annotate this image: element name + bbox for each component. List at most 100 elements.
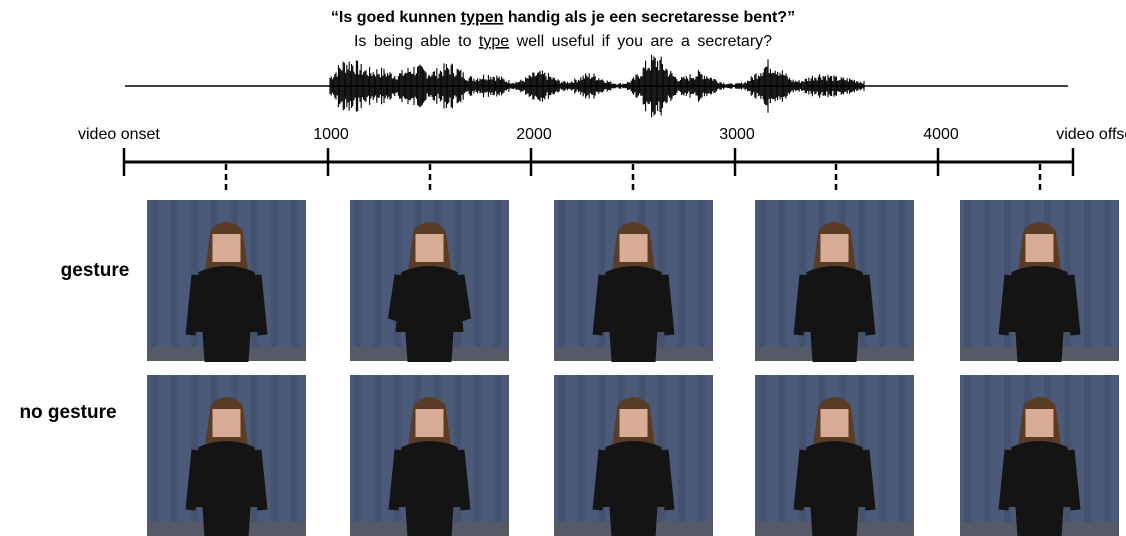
curtain-fold (151, 375, 158, 536)
curtain-fold (964, 375, 971, 536)
face-mask (820, 234, 849, 262)
curtain-fold (291, 375, 298, 536)
curtain-fold (374, 200, 381, 361)
video-frame (147, 200, 306, 362)
curtain-fold (879, 200, 886, 361)
timeline: video onset 1000 2000 3000 4000 video offset (78, 126, 1126, 194)
arms (185, 274, 268, 336)
timeline-label: 4000 (923, 126, 959, 143)
text-underlined: typen (461, 9, 504, 26)
curtain-fold (354, 200, 361, 361)
curtain-fold (759, 200, 766, 361)
video-frame (554, 375, 713, 536)
arms (592, 274, 675, 336)
face-mask (619, 234, 648, 262)
curtain-fold (354, 375, 361, 536)
arms (998, 449, 1081, 511)
video-frame (755, 375, 914, 536)
body (192, 266, 261, 362)
curtain-fold (1104, 200, 1111, 361)
arms (998, 274, 1081, 336)
text: Is being able to (354, 33, 479, 50)
curtain-fold (779, 200, 786, 361)
curtain-fold (291, 200, 298, 361)
curtain-fold (271, 375, 278, 536)
curtain-fold (964, 200, 971, 361)
face-mask (212, 409, 241, 437)
curtain-fold (1084, 375, 1091, 536)
curtain-fold (1104, 375, 1111, 536)
body (800, 266, 869, 362)
sentence-english: Is being able to type well useful if you… (354, 33, 772, 50)
body (1005, 266, 1074, 362)
video-frame (960, 375, 1119, 536)
face-mask (415, 409, 444, 437)
row-label: gesture (61, 260, 130, 281)
face-mask (619, 409, 648, 437)
waveform (329, 54, 865, 118)
curtain-fold (494, 200, 501, 361)
arms (387, 274, 472, 328)
body (395, 266, 464, 362)
curtain-fold (759, 375, 766, 536)
timeline-label: 1000 (313, 126, 349, 143)
curtain-fold (271, 200, 278, 361)
curtain-fold (171, 200, 178, 361)
curtain-fold (779, 375, 786, 536)
curtain-fold (474, 200, 481, 361)
curtain-fold (899, 200, 906, 361)
body (599, 441, 668, 536)
curtain-fold (698, 375, 705, 536)
text-underlined: type (479, 33, 509, 50)
face-mask (1025, 409, 1054, 437)
curtain-fold (171, 375, 178, 536)
curtain-fold (678, 375, 685, 536)
text: well useful if you are a secretary? (509, 33, 772, 50)
curtain-fold (984, 200, 991, 361)
curtain-fold (374, 375, 381, 536)
timeline-label: 3000 (719, 126, 755, 143)
curtain-fold (899, 375, 906, 536)
curtain-fold (494, 375, 501, 536)
arms (793, 274, 876, 336)
body (395, 441, 464, 536)
timeline-label: 2000 (516, 126, 552, 143)
curtain-fold (678, 200, 685, 361)
sentence-dutch: “Is goed kunnen typen handig als je een … (331, 9, 795, 26)
curtain-fold (558, 200, 565, 361)
text: handig als je een secretaresse bent?” (503, 9, 795, 26)
waveform-trace (329, 54, 865, 118)
body (800, 441, 869, 536)
arms (185, 449, 268, 511)
video-frame (350, 200, 509, 362)
curtain-fold (474, 375, 481, 536)
curtain-fold (558, 375, 565, 536)
row-label: no gesture (19, 402, 116, 423)
video-frame (755, 200, 914, 362)
video-frame (147, 375, 306, 536)
body (192, 441, 261, 536)
timeline-label: video offset (1056, 126, 1126, 143)
body (599, 266, 668, 362)
body (1005, 441, 1074, 536)
curtain-fold (1084, 200, 1091, 361)
curtain-fold (984, 375, 991, 536)
curtain-fold (698, 200, 705, 361)
arms (388, 449, 471, 511)
curtain-fold (879, 375, 886, 536)
text: “Is goed kunnen (331, 9, 461, 26)
video-frames (147, 200, 1119, 536)
face-mask (212, 234, 241, 262)
curtain-fold (578, 375, 585, 536)
arms (592, 449, 675, 511)
curtain-fold (151, 200, 158, 361)
timeline-label: video onset (78, 126, 160, 143)
video-frame (554, 200, 713, 362)
face-mask (1025, 234, 1054, 262)
face-mask (820, 409, 849, 437)
video-frame (960, 200, 1119, 362)
curtain-fold (578, 200, 585, 361)
arms (793, 449, 876, 511)
video-frame (350, 375, 509, 536)
